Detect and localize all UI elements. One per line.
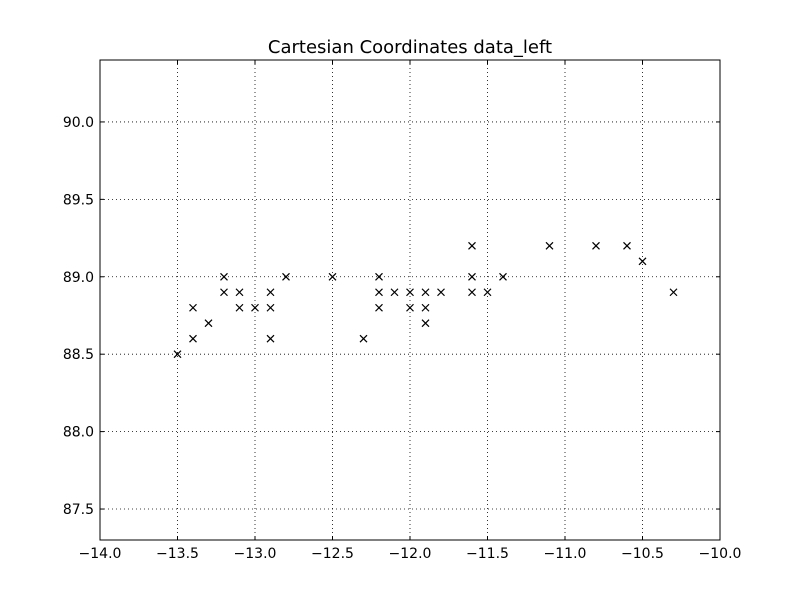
- data-point: [235, 303, 244, 312]
- plot-area-border: [99, 59, 721, 541]
- data-point: [421, 319, 430, 328]
- x-axis: −14.0 −13.5 −13.0 −12.5 −12.0 −11.5 −11.0 −10.5…: [79, 60, 742, 562]
- x-tick-label: −13.0: [234, 546, 277, 562]
- data-point: [468, 272, 476, 281]
- data-point: [421, 303, 430, 312]
- data-point: [375, 272, 383, 281]
- data-point: [189, 334, 197, 343]
- data-point: [266, 303, 275, 312]
- data-point: [220, 272, 228, 281]
- chart-title: Cartesian Coordinates data_left: [268, 37, 552, 58]
- data-point: [406, 288, 414, 297]
- grid: [100, 60, 720, 540]
- data-point: [499, 272, 507, 281]
- data-point: [421, 288, 430, 297]
- data-point: [375, 303, 383, 312]
- y-tick-label: 90.0: [63, 115, 94, 131]
- data-point: [220, 288, 228, 297]
- y-axis: 87.5 88.0 88.5 89.0 89.5 90.0: [63, 115, 720, 518]
- x-tick-label: −13.5: [156, 546, 199, 562]
- data-point: [266, 334, 275, 343]
- data-point: [437, 288, 445, 297]
- data-point: [359, 334, 368, 343]
- data-point: [468, 288, 476, 297]
- x-tick-label: −12.5: [311, 546, 354, 562]
- data-point: [189, 303, 197, 312]
- data-point: [375, 288, 383, 297]
- x-tick-label: −11.0: [544, 546, 587, 562]
- y-tick-label: 88.5: [63, 347, 94, 363]
- y-tick-label: 89.5: [63, 192, 94, 208]
- data-point: [592, 241, 600, 250]
- data-point: [468, 241, 476, 250]
- data-point: [251, 303, 259, 312]
- x-tick-label: −10.5: [621, 546, 664, 562]
- data-point: [173, 350, 182, 359]
- data-points: [173, 241, 678, 359]
- data-point: [204, 319, 213, 328]
- x-tick-label: −14.0: [79, 546, 122, 562]
- x-tick-label: −12.0: [389, 546, 432, 562]
- y-tick-label: 88.0: [63, 425, 94, 441]
- data-point: [638, 257, 647, 266]
- data-point: [282, 272, 290, 281]
- data-point: [328, 272, 337, 281]
- data-point: [406, 303, 414, 312]
- data-point: [266, 288, 275, 297]
- data-point: [390, 288, 399, 297]
- data-point: [235, 288, 244, 297]
- data-point: [669, 288, 678, 297]
- x-tick-label: −11.5: [466, 546, 509, 562]
- data-point: [623, 241, 631, 250]
- x-tick-label: −10.0: [699, 546, 742, 562]
- y-tick-label: 89.0: [63, 270, 94, 286]
- data-point: [483, 288, 492, 297]
- y-tick-label: 87.5: [63, 502, 94, 518]
- data-point: [545, 241, 554, 250]
